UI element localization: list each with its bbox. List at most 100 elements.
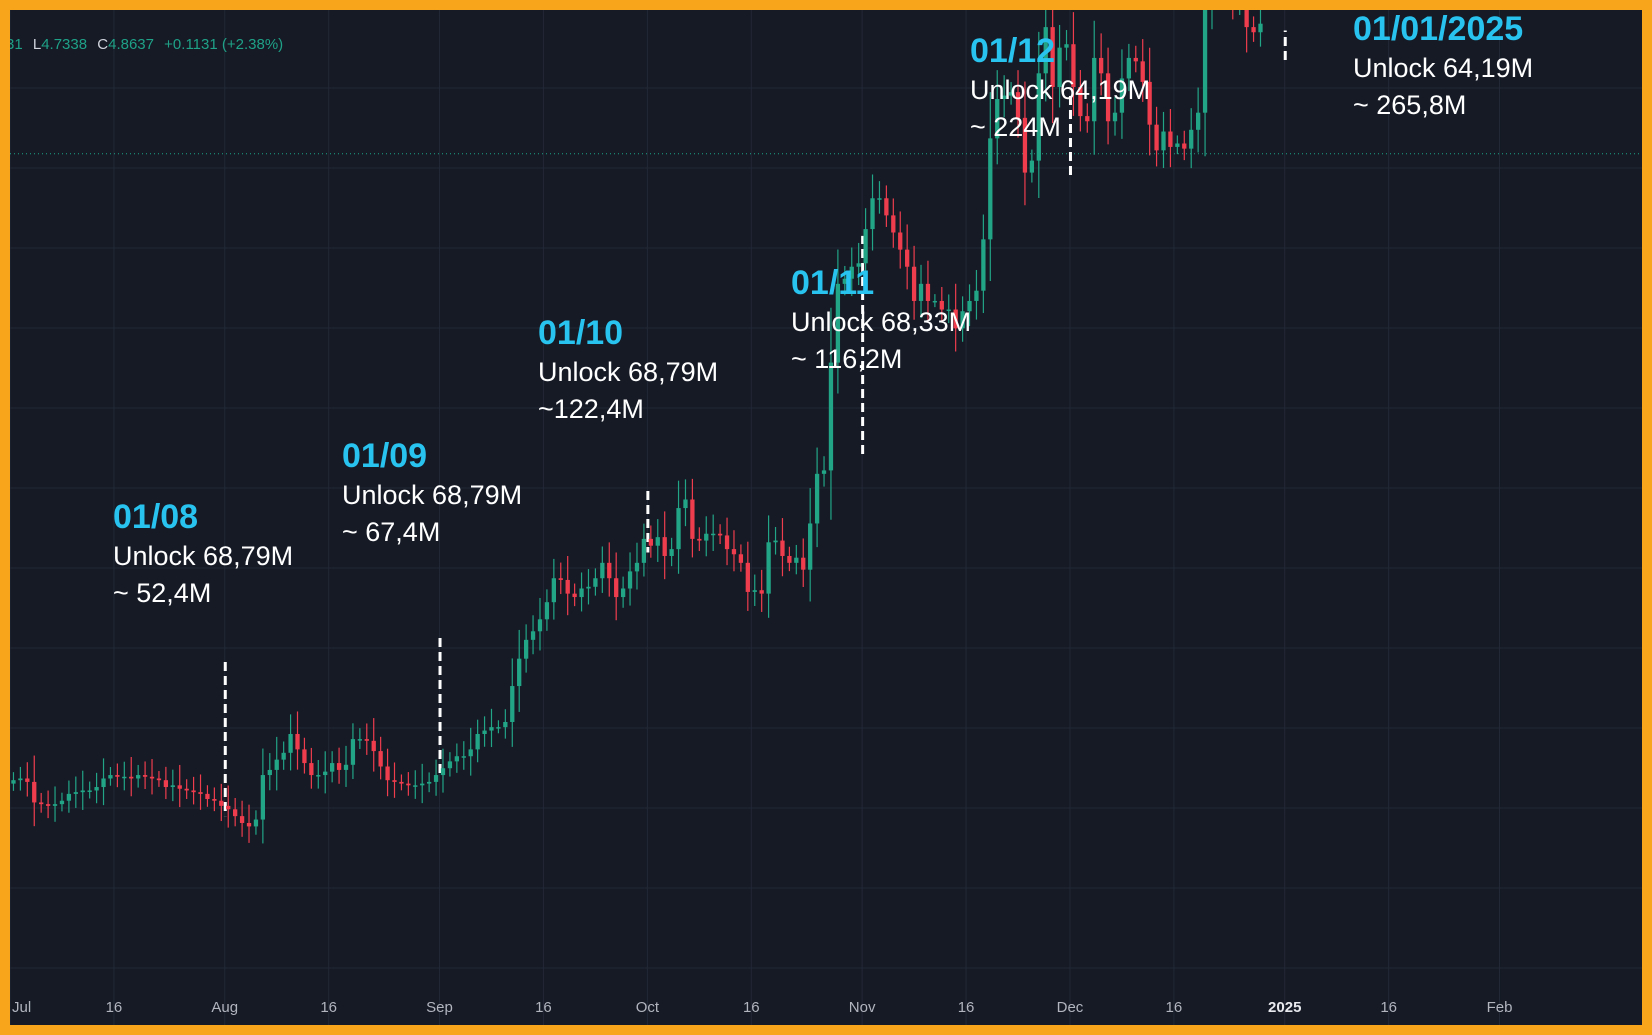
candle-body (752, 590, 757, 592)
x-tick-label: Nov (849, 999, 876, 1016)
candle (849, 247, 854, 297)
candle (406, 772, 411, 796)
annotation-date: 01/01/2025 (1353, 10, 1524, 48)
candle-body (212, 799, 217, 801)
candle-body (184, 788, 189, 791)
candle (676, 480, 681, 574)
candle (669, 537, 674, 567)
candle-body (1251, 27, 1256, 33)
annotation-unlock: Unlock 64,19M (970, 75, 1151, 105)
candle (1140, 39, 1145, 102)
candle-body (364, 739, 369, 741)
candle (184, 779, 189, 800)
candle (413, 770, 418, 799)
candle-body (808, 523, 813, 570)
candle (364, 723, 369, 755)
candle-body (676, 508, 681, 550)
candle (572, 583, 577, 607)
x-tick-label: Oct (636, 999, 660, 1016)
candle-body (1244, 10, 1249, 28)
candle (219, 783, 224, 822)
candle-body (316, 775, 321, 777)
candle-body (101, 778, 106, 788)
candle-body (233, 809, 238, 817)
candle (974, 269, 979, 320)
candle-body (66, 793, 72, 801)
candle-body (717, 533, 723, 536)
candle-body (336, 763, 342, 770)
candle (1147, 47, 1152, 156)
candle (683, 479, 688, 527)
candle (253, 810, 259, 835)
candle (399, 774, 404, 791)
candle-body (1119, 78, 1125, 113)
candle-body (1202, 10, 1208, 113)
candle (426, 772, 432, 793)
candle (1133, 45, 1138, 73)
candle (392, 762, 397, 798)
candle-body (302, 749, 307, 764)
candle-body (52, 804, 58, 806)
candle (1043, 10, 1048, 102)
grid (10, 10, 1642, 1025)
candle (1202, 10, 1208, 157)
candle (1015, 70, 1021, 138)
candle (738, 544, 744, 572)
candle-body (884, 198, 889, 216)
candle (787, 546, 792, 572)
candle-body (1258, 23, 1263, 33)
candle (905, 224, 910, 290)
candle (281, 741, 286, 770)
candle (731, 530, 737, 572)
candle (1168, 109, 1173, 168)
x-tick-label: 16 (743, 999, 760, 1016)
legend-close-value: 4.8637 (108, 36, 154, 53)
candle-body (724, 535, 730, 550)
candle (884, 185, 889, 227)
candle-body (967, 300, 972, 312)
candle (191, 776, 196, 805)
candle-body (385, 766, 390, 781)
x-tick-label: 16 (1380, 999, 1397, 1016)
candle (274, 736, 279, 791)
candle-body (759, 590, 764, 594)
candle (87, 781, 92, 799)
candle (1182, 130, 1187, 161)
candle-body (918, 283, 924, 301)
annotation-unlock: Unlock 68,79M (113, 541, 294, 571)
candle (690, 478, 695, 558)
candle (136, 764, 141, 788)
candle-body (974, 290, 979, 301)
candle (946, 294, 951, 324)
candle (711, 514, 716, 551)
candle-body (219, 800, 224, 806)
annotation-date: 01/09 (342, 437, 428, 475)
annotation-unlock: Unlock 64,19M (1353, 53, 1534, 83)
candle (316, 759, 321, 789)
candle (447, 752, 453, 777)
ohlc-legend: 31 L4.7338 C4.8637 +0.1131 (+2.38%) (10, 36, 283, 53)
candle-body (475, 733, 480, 750)
candle-body (745, 562, 750, 592)
candle-body (260, 775, 266, 820)
candle (198, 774, 203, 810)
candle-body (330, 763, 335, 772)
candle (1112, 96, 1118, 136)
candle (745, 541, 750, 611)
candle-body (641, 538, 647, 563)
annotation-value: ~ 52,4M (113, 578, 212, 608)
candle (170, 769, 175, 802)
candle (1064, 30, 1069, 61)
candle (1099, 33, 1104, 96)
candle (579, 572, 584, 612)
candle-body (433, 775, 439, 782)
candle (489, 708, 494, 748)
annotation-value: ~ 224M (970, 112, 1061, 142)
price-chart[interactable]: Jul 16 Aug 16 Sep 16 Oct 16 Nov 16 Dec 16 2025 16 Feb (10, 10, 1642, 1025)
candle (496, 720, 501, 734)
candle (59, 792, 65, 812)
candle-body (537, 619, 543, 632)
candle-body (45, 804, 51, 806)
candle-body (510, 686, 515, 722)
candle (801, 538, 806, 588)
